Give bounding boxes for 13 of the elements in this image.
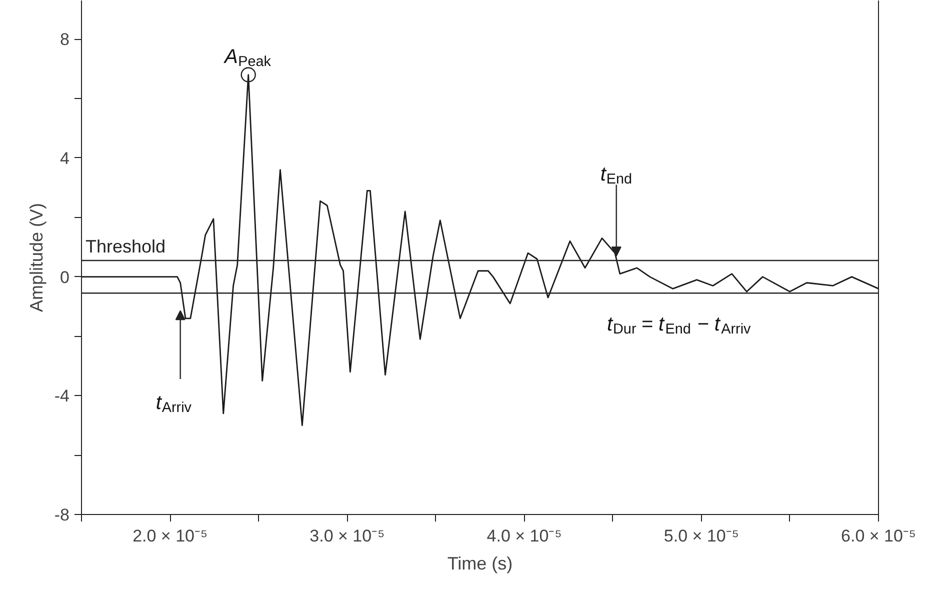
x-axis-title: Time (s) bbox=[447, 554, 513, 574]
y-tick-label: -8 bbox=[54, 506, 70, 524]
y-tick-label: -4 bbox=[54, 386, 70, 406]
y-tick-label: 8 bbox=[60, 30, 70, 50]
x-tick-label: 3.0 × 10⁻⁵ bbox=[310, 526, 385, 546]
x-tick-label: 5.0 × 10⁻⁵ bbox=[664, 526, 739, 546]
x-tick-label: 6.0 × 10⁻⁵ bbox=[841, 526, 916, 546]
y-tick-label: 0 bbox=[60, 268, 70, 287]
x-tick-label: 2.0 × 10⁻⁵ bbox=[132, 526, 208, 546]
y-axis-title: Amplitude (V) bbox=[26, 202, 46, 312]
y-tick-label: 4 bbox=[60, 148, 70, 168]
ref-line-label: Threshold bbox=[86, 236, 166, 256]
x-tick-label: 4.0 × 10⁻⁵ bbox=[486, 526, 562, 546]
